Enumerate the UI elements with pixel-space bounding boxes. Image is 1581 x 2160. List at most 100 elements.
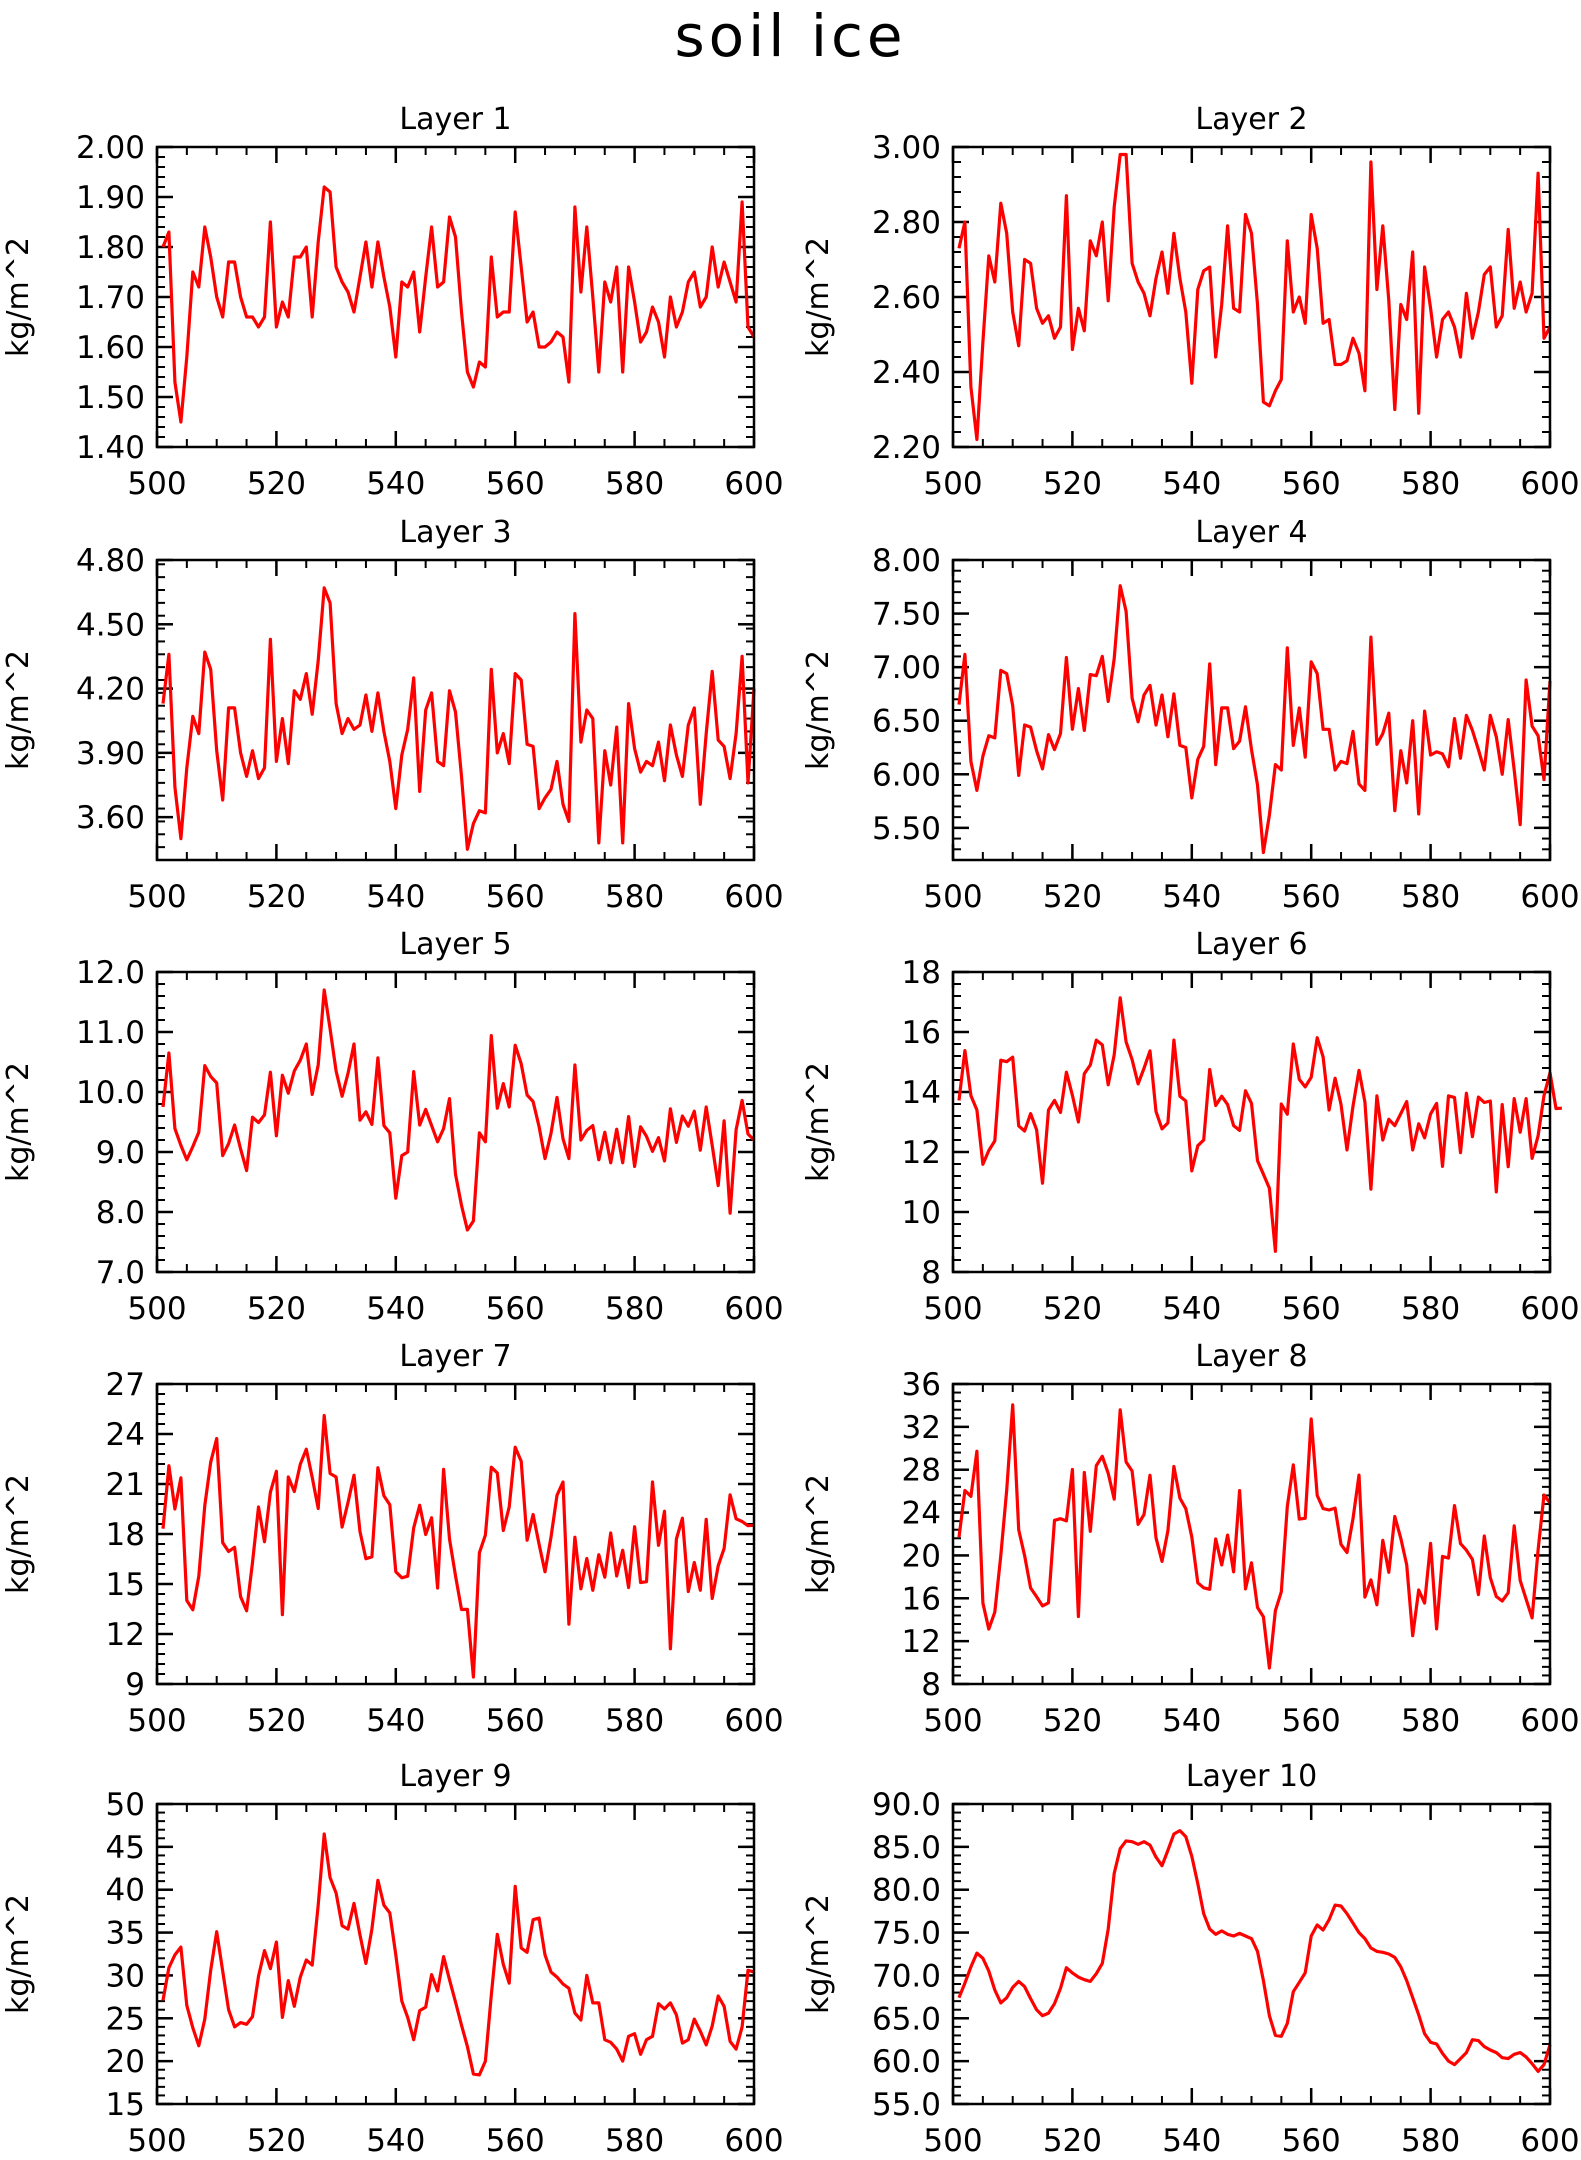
x-tick-label: 520 (247, 1703, 306, 1739)
series-line (957, 1828, 1552, 2073)
y-tick-label: 12 (902, 1624, 941, 1660)
x-tick-label: 500 (923, 1291, 982, 1327)
x-tick-label: 540 (1162, 1291, 1221, 1327)
chart-panel-10: Layer 10 kg/m^2 500 520 540 560 580 600 55.0 60.0… (801, 1759, 1580, 2159)
y-tick-label: 2.80 (872, 205, 941, 241)
y-tick-label: 1.60 (76, 330, 145, 366)
plot-frame (951, 1802, 1552, 2106)
x-tick-label: 520 (247, 2123, 306, 2159)
y-tick-label: 36 (902, 1367, 941, 1403)
y-axis-label: kg/m^2 (801, 1062, 836, 1182)
y-tick-label: 9 (125, 1667, 145, 1703)
x-tick-label: 580 (605, 879, 664, 915)
y-tick-label: 2.60 (872, 280, 941, 316)
x-tick-label: 500 (923, 1703, 982, 1739)
x-tick-label: 580 (605, 1291, 664, 1327)
x-tick-label: 600 (724, 1291, 783, 1327)
y-tick-label: 27 (106, 1367, 145, 1403)
x-tick-label: 600 (1520, 879, 1579, 915)
x-tick-label: 580 (605, 466, 664, 502)
plot-frame (155, 1382, 756, 1686)
x-tick-label: 500 (127, 2123, 186, 2159)
x-tick-label: 520 (1043, 1703, 1102, 1739)
y-tick-label: 11.0 (76, 1015, 145, 1051)
x-tick-label: 520 (1043, 879, 1102, 915)
x-tick-label: 580 (1401, 1291, 1460, 1327)
y-tick-label: 55.0 (872, 2087, 941, 2123)
chart-title: Layer 7 (399, 1339, 511, 1374)
y-tick-label: 4.50 (76, 607, 145, 643)
y-tick-label: 8 (921, 1667, 941, 1703)
y-tick-label: 32 (902, 1410, 941, 1446)
y-tick-label: 2.40 (872, 355, 941, 391)
y-tick-label: 35 (106, 1916, 145, 1952)
y-tick-label: 12 (106, 1617, 145, 1653)
x-tick-label: 540 (1162, 466, 1221, 502)
x-tick-label: 580 (1401, 466, 1460, 502)
x-tick-label: 600 (724, 2123, 783, 2159)
y-tick-label: 6.50 (872, 704, 941, 740)
x-tick-label: 560 (1282, 1703, 1341, 1739)
x-tick-label: 500 (127, 879, 186, 915)
x-tick-label: 560 (486, 1703, 545, 1739)
series-line (161, 988, 756, 1232)
y-axis-label: kg/m^2 (1, 237, 36, 357)
chart-panel-2: Layer 2 kg/m^2 500 520 540 560 580 600 2.20 2.40 2… (801, 102, 1580, 502)
y-tick-label: 18 (106, 1517, 145, 1553)
x-tick-label: 580 (1401, 1703, 1460, 1739)
y-tick-label: 1.90 (76, 180, 145, 216)
chart-panel-3: Layer 3 kg/m^2 500 520 540 560 580 600 3.60 3.90 4… (1, 515, 784, 915)
x-tick-label: 520 (1043, 1291, 1102, 1327)
y-tick-label: 7.00 (872, 650, 941, 686)
x-tick-label: 600 (1520, 466, 1579, 502)
x-tick-label: 580 (1401, 2123, 1460, 2159)
chart-title: Layer 5 (399, 927, 511, 962)
plot-frame (951, 145, 1552, 449)
x-tick-label: 580 (1401, 879, 1460, 915)
x-tick-label: 600 (1520, 1703, 1579, 1739)
y-tick-label: 15 (106, 2087, 145, 2123)
y-tick-label: 28 (902, 1453, 941, 1489)
x-tick-label: 580 (605, 2123, 664, 2159)
y-tick-label: 8.00 (872, 543, 941, 579)
y-axis-label: kg/m^2 (1, 1062, 36, 1182)
x-tick-label: 520 (247, 466, 306, 502)
x-tick-label: 540 (366, 1291, 425, 1327)
y-tick-label: 65.0 (872, 2001, 941, 2037)
chart-title: Layer 4 (1195, 515, 1307, 550)
x-tick-label: 520 (247, 879, 306, 915)
y-tick-label: 9.0 (96, 1135, 145, 1171)
y-tick-label: 12.0 (76, 955, 145, 991)
y-tick-label: 10.0 (76, 1075, 145, 1111)
chart-title: Layer 2 (1195, 102, 1307, 137)
chart-panel-9: Layer 9 kg/m^2 500 520 540 560 580 600 15 20 25 30 3… (1, 1759, 784, 2159)
y-tick-label: 1.80 (76, 230, 145, 266)
y-tick-label: 8 (921, 1255, 941, 1291)
y-tick-label: 85.0 (872, 1830, 941, 1866)
plot-frame (155, 1802, 756, 2106)
chart-panel-1: Layer 1 kg/m^2 500 520 540 560 580 600 1.40 1.50 1… (1, 102, 784, 502)
chart-title: Layer 1 (399, 102, 511, 137)
series-line (161, 1413, 755, 1679)
plot-frame (951, 1382, 1552, 1686)
x-tick-label: 560 (486, 1291, 545, 1327)
y-tick-label: 80.0 (872, 1873, 941, 1909)
series-line (957, 996, 1562, 1253)
chart-title: Layer 10 (1186, 1759, 1317, 1794)
chart-panel-4: Layer 4 kg/m^2 500 520 540 560 580 600 5.50 6.00 6… (801, 515, 1580, 915)
y-tick-label: 75.0 (872, 1916, 941, 1952)
y-tick-label: 90.0 (872, 1787, 941, 1823)
x-tick-label: 560 (1282, 466, 1341, 502)
y-tick-label: 50 (106, 1787, 145, 1823)
x-tick-label: 540 (1162, 2123, 1221, 2159)
plot-frame (951, 558, 1552, 862)
y-tick-label: 1.40 (76, 430, 145, 466)
x-tick-label: 500 (127, 466, 186, 502)
y-tick-label: 3.00 (872, 130, 941, 166)
y-tick-label: 16 (902, 1015, 941, 1051)
y-tick-label: 20 (902, 1538, 941, 1574)
chart-title: Layer 9 (399, 1759, 511, 1794)
chart-panel-6: Layer 6 kg/m^2 500 520 540 560 580 600 8 10 12 14 16… (801, 927, 1580, 1327)
y-tick-label: 3.90 (76, 736, 145, 772)
